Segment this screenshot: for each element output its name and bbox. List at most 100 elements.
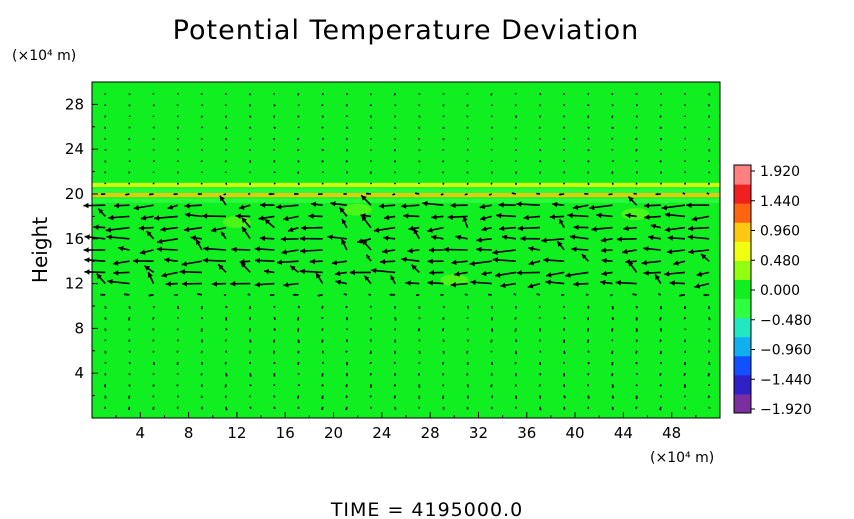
wind-vector (200, 372, 203, 376)
wind-vector (407, 247, 420, 254)
wind-vector (688, 225, 710, 232)
wind-vector (541, 237, 565, 244)
wind-vector-shaft (297, 395, 300, 399)
colorbar-segment (734, 165, 751, 185)
wind-vector (176, 384, 179, 387)
wind-vector (641, 260, 661, 266)
wind-vector (635, 137, 638, 141)
wind-vector-shaft (248, 148, 251, 152)
colorbar-segment (734, 393, 751, 414)
wind-vector (293, 192, 299, 196)
wind-vector (501, 234, 517, 241)
wind-vector-head (317, 294, 321, 297)
wind-vector (100, 293, 106, 296)
wind-vector-head (341, 239, 347, 245)
wind-vector-head (632, 293, 635, 296)
wind-vector (466, 305, 470, 309)
wind-vector-head (523, 214, 529, 221)
wind-vector-shaft (563, 395, 566, 399)
wind-vector (240, 261, 251, 273)
wind-vector (658, 293, 662, 296)
wind-vector (429, 269, 444, 276)
wind-vector (470, 279, 492, 286)
wind-vector-head (219, 195, 225, 202)
wind-vector (586, 316, 590, 321)
wind-vector-head (292, 293, 296, 297)
wind-vector-head (373, 227, 380, 233)
y-tick-label: 16 (65, 230, 84, 248)
wind-vector (543, 257, 565, 263)
wind-vector-head (643, 270, 649, 276)
wind-vector-shaft (128, 406, 131, 411)
wind-vector (176, 148, 180, 151)
wind-vector-head (492, 249, 498, 255)
wind-vector-head (364, 275, 370, 281)
wind-vector (248, 350, 251, 354)
wind-vector (107, 279, 130, 285)
wind-vector-head (454, 271, 460, 277)
y-tick-label: 28 (65, 95, 84, 113)
wind-vector (490, 328, 494, 332)
wind-vector-head (543, 257, 549, 263)
wind-vector-head (496, 212, 502, 219)
wind-vector (225, 305, 228, 309)
wind-vector (476, 237, 492, 243)
colorbar-segment (734, 241, 751, 261)
wind-vector-shaft (514, 316, 517, 320)
wind-vector (331, 259, 347, 266)
wind-vector (513, 293, 517, 296)
wind-vector-head (197, 193, 200, 196)
wind-vector-head (366, 192, 369, 195)
wind-vector (615, 279, 637, 286)
wind-vector (224, 361, 227, 365)
wind-vector (225, 182, 228, 186)
wind-vector (694, 282, 710, 289)
wind-vector-shaft (321, 350, 325, 354)
wind-vector (223, 193, 227, 196)
wind-vector (239, 259, 251, 265)
wind-vector (584, 192, 589, 195)
wind-vector-shaft (103, 406, 107, 410)
wind-vector (451, 259, 468, 266)
wind-vector (292, 293, 299, 297)
colorbar-tick-label: 0.000 (760, 283, 800, 299)
wind-vector-shaft (297, 171, 300, 174)
wind-vector (684, 137, 687, 140)
wind-vector (211, 281, 227, 287)
colorbar-tick-label: −1.920 (760, 402, 812, 418)
wind-vector-shaft (417, 372, 421, 376)
wind-vector (113, 202, 130, 209)
colorbar-segment (734, 279, 751, 300)
wind-vector (300, 248, 323, 254)
wind-vector (383, 214, 396, 221)
wind-vector-head (335, 279, 342, 286)
wind-vector (321, 406, 324, 410)
wind-vector (466, 373, 469, 376)
wind-vector (148, 193, 154, 196)
wind-vector (263, 269, 275, 275)
wind-vector (225, 406, 228, 411)
wind-vector-shaft (321, 171, 324, 174)
wind-vector (707, 350, 710, 353)
y-tick-label: 12 (65, 275, 84, 293)
wind-vector-head (520, 235, 526, 242)
wind-vector (450, 281, 468, 288)
wind-vector (273, 328, 276, 331)
wind-vector-head (238, 204, 245, 210)
x-tick-label: 28 (421, 424, 440, 442)
wind-vector (317, 192, 323, 196)
wind-vector-head (541, 237, 547, 244)
wind-vector-head (552, 201, 558, 208)
wind-vector (410, 264, 420, 273)
wind-vector-head (644, 214, 650, 220)
wind-vector-head (133, 204, 140, 211)
wind-vector (659, 339, 662, 342)
wind-vector-head (383, 214, 390, 221)
wind-vector (558, 218, 565, 228)
wind-vector (539, 406, 542, 411)
wind-vector-head (106, 234, 112, 240)
wind-vector (601, 257, 613, 264)
wind-vector-shaft (658, 293, 662, 296)
wind-vector (494, 271, 517, 278)
wind-vector (112, 260, 130, 266)
